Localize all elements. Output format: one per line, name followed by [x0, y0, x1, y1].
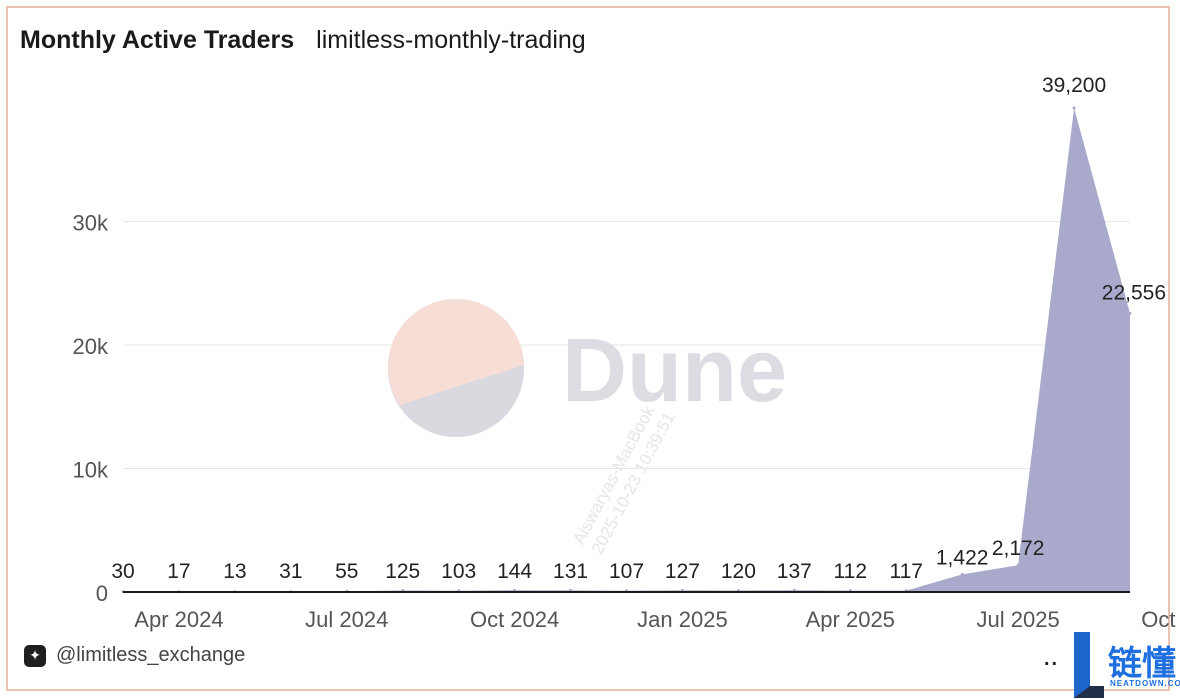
neatdown-logo: 链懂 NEATDOWN.COM [1068, 630, 1180, 699]
area-fill [123, 108, 1130, 592]
data-labels: 30 17 13 31 55 125 103 144 131 107 127 120 137 112 117… [111, 74, 1166, 583]
data-label: 22,556 [1102, 282, 1166, 305]
x-tick-label: Jan 2025 [637, 607, 728, 632]
data-label: 107 [609, 560, 644, 583]
data-label: 13 [223, 560, 246, 583]
chart-header: Monthly Active Traders limitless-monthly… [20, 26, 586, 55]
data-label: 131 [553, 560, 588, 583]
data-point [1072, 106, 1076, 110]
x-tick-label: Oct 2025 [1141, 607, 1180, 632]
timestamp-stamp: Aiswaryas-MacBook 2025-10-23 10:39:51 [569, 402, 678, 557]
y-tick-label: 20k [73, 334, 109, 359]
y-tick-label: 0 [96, 581, 108, 606]
data-label: 39,200 [1042, 74, 1106, 97]
data-point [1128, 312, 1132, 315]
data-label: 31 [279, 560, 302, 583]
data-label: 127 [665, 560, 700, 583]
chart-frame [6, 6, 1170, 691]
data-point [960, 572, 964, 576]
dune-logo-icon [387, 298, 525, 437]
footer-handle[interactable]: @limitless_exchange [56, 644, 246, 666]
y-tick-label: 30k [73, 211, 109, 236]
dune-brand-text: Dune [562, 321, 787, 421]
x-tick-label: Apr 2024 [134, 607, 223, 632]
dune-watermark: Dune Aiswaryas-MacBook 2025-10-23 10:39:… [387, 298, 787, 557]
data-label: 112 [834, 560, 867, 583]
axes: 0 10k 20k 30k Apr 2024 Jul 2024 Oct 2024 Jan 20… [73, 211, 1180, 632]
data-label: 120 [721, 560, 756, 583]
data-label: 137 [777, 560, 812, 583]
neatdown-logo-text: 链懂 [1108, 644, 1176, 684]
data-label: 17 [167, 560, 190, 583]
x-tick-label: Jul 2025 [977, 607, 1060, 632]
data-label: 2,172 [992, 537, 1045, 560]
neatdown-l-icon [1074, 632, 1104, 698]
y-tick-label: 10k [73, 458, 109, 483]
chart-title: Monthly Active Traders [20, 26, 295, 54]
neatdown-logo-subtext: NEATDOWN.COM [1110, 679, 1180, 688]
limitless-icon: ✦ [24, 644, 46, 667]
data-label: 55 [335, 560, 358, 583]
data-label: 103 [441, 560, 476, 583]
data-label: 125 [385, 560, 420, 583]
data-label: 144 [497, 560, 532, 583]
data-label: 1,422 [936, 546, 989, 569]
footer: ✦ @limitless_exchange [24, 644, 245, 667]
data-label: 30 [111, 560, 134, 583]
x-tick-label: Oct 2024 [470, 607, 559, 632]
more-dots: .. [1044, 648, 1060, 670]
data-point [1016, 563, 1020, 567]
grid-lines [123, 221, 1130, 470]
data-point [513, 588, 517, 592]
x-tick-label: Jul 2024 [305, 607, 388, 632]
data-label: 117 [889, 560, 922, 583]
chart-subtitle: limitless-monthly-trading [316, 26, 586, 54]
x-tick-label: Apr 2025 [806, 607, 895, 632]
